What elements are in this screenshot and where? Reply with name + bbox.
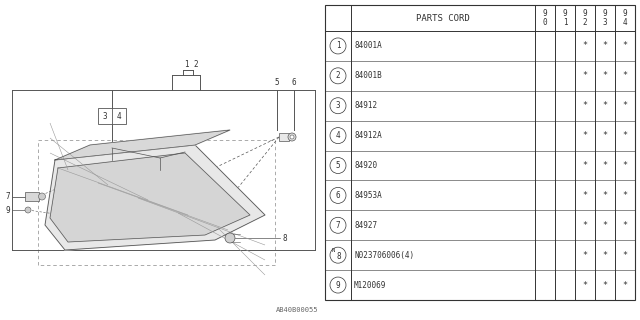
Text: 4: 4 <box>336 131 340 140</box>
Bar <box>325 5 635 300</box>
Text: *: * <box>582 101 588 110</box>
Circle shape <box>330 247 346 263</box>
Text: *: * <box>602 221 607 230</box>
Text: 3: 3 <box>336 101 340 110</box>
Circle shape <box>330 188 346 204</box>
Text: 84001A: 84001A <box>354 42 381 51</box>
Text: 3: 3 <box>102 111 108 121</box>
Text: 4: 4 <box>116 111 122 121</box>
Text: *: * <box>602 191 607 200</box>
Text: *: * <box>623 71 627 80</box>
Text: *: * <box>602 71 607 80</box>
Text: *: * <box>582 71 588 80</box>
Circle shape <box>330 98 346 114</box>
Circle shape <box>330 68 346 84</box>
Circle shape <box>330 128 346 144</box>
Text: N: N <box>332 248 335 253</box>
Text: 84912: 84912 <box>354 101 377 110</box>
Text: *: * <box>623 161 627 170</box>
Circle shape <box>38 193 45 200</box>
Text: 1: 1 <box>336 42 340 51</box>
Text: 2: 2 <box>336 71 340 80</box>
Circle shape <box>225 233 235 243</box>
Text: *: * <box>602 281 607 290</box>
Circle shape <box>330 217 346 233</box>
Bar <box>25 192 39 201</box>
Text: 7: 7 <box>5 192 10 201</box>
Text: *: * <box>582 251 588 260</box>
Text: *: * <box>582 221 588 230</box>
Text: M120069: M120069 <box>354 281 387 290</box>
Text: 84001B: 84001B <box>354 71 381 80</box>
Text: *: * <box>623 251 627 260</box>
Circle shape <box>25 207 31 213</box>
Text: 5: 5 <box>275 78 279 87</box>
Text: PARTS CORD: PARTS CORD <box>416 13 470 22</box>
Text: 9
2: 9 2 <box>582 9 588 27</box>
Text: 9: 9 <box>5 205 10 214</box>
Bar <box>279 133 289 141</box>
Text: 84953A: 84953A <box>354 191 381 200</box>
Text: 84927: 84927 <box>354 221 377 230</box>
Text: 6: 6 <box>336 191 340 200</box>
Circle shape <box>330 277 346 293</box>
Text: 5: 5 <box>336 161 340 170</box>
Text: *: * <box>623 221 627 230</box>
Polygon shape <box>55 130 230 160</box>
Text: 2: 2 <box>193 60 198 69</box>
Bar <box>98 108 126 124</box>
Text: 9
0: 9 0 <box>543 9 547 27</box>
Text: *: * <box>602 101 607 110</box>
Text: *: * <box>602 161 607 170</box>
Circle shape <box>290 135 294 139</box>
Text: *: * <box>623 191 627 200</box>
Text: AB40B00055: AB40B00055 <box>275 307 318 313</box>
Text: 6: 6 <box>292 78 296 87</box>
Text: 8: 8 <box>337 252 341 261</box>
Circle shape <box>330 38 346 54</box>
Text: *: * <box>602 42 607 51</box>
Text: *: * <box>582 281 588 290</box>
Text: 7: 7 <box>336 221 340 230</box>
Circle shape <box>288 133 296 141</box>
Text: 1: 1 <box>184 60 189 69</box>
Text: 84920: 84920 <box>354 161 377 170</box>
Text: *: * <box>623 281 627 290</box>
Text: *: * <box>623 42 627 51</box>
Text: *: * <box>602 131 607 140</box>
Text: N023706006(4): N023706006(4) <box>354 251 414 260</box>
Text: *: * <box>623 101 627 110</box>
Polygon shape <box>50 153 250 242</box>
Text: 9
4: 9 4 <box>623 9 627 27</box>
Text: *: * <box>582 42 588 51</box>
Text: 9: 9 <box>336 281 340 290</box>
Text: 9
1: 9 1 <box>563 9 567 27</box>
Circle shape <box>330 157 346 173</box>
Text: *: * <box>582 161 588 170</box>
Polygon shape <box>45 145 265 250</box>
Text: *: * <box>602 251 607 260</box>
Text: *: * <box>582 131 588 140</box>
Text: 84912A: 84912A <box>354 131 381 140</box>
Text: 9
3: 9 3 <box>603 9 607 27</box>
Text: 8: 8 <box>282 234 287 243</box>
Text: *: * <box>582 191 588 200</box>
Text: *: * <box>623 131 627 140</box>
